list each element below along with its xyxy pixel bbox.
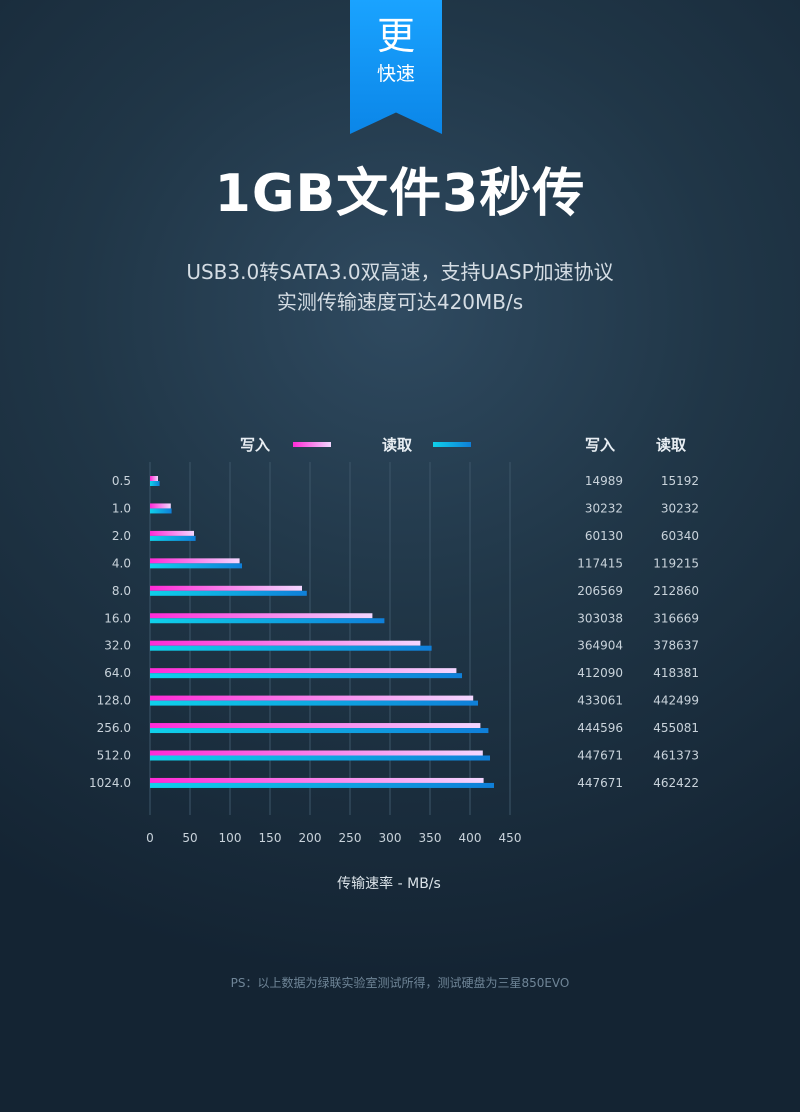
category-label: 0.5: [112, 474, 131, 488]
table-read-value: 60340: [661, 529, 699, 543]
bar-read: [150, 563, 242, 569]
table-write-value: 447671: [577, 776, 623, 790]
bar-read: [150, 673, 462, 679]
bar-read: [150, 590, 307, 596]
category-label: 128.0: [97, 694, 131, 708]
table-header-read: 读取: [656, 436, 687, 454]
category-label: 1.0: [112, 501, 131, 515]
bar-write: [150, 777, 484, 783]
bar-read: [150, 508, 172, 514]
subtitle-line-1: USB3.0转SATA3.0双高速，支持UASP加速协议: [186, 260, 614, 284]
legend-write-swatch: [293, 442, 331, 447]
table-read-value: 30232: [661, 501, 699, 515]
x-tick-label: 350: [419, 831, 442, 845]
bar-read: [150, 755, 490, 761]
bar-read: [150, 481, 160, 486]
bar-write: [150, 476, 158, 481]
table-write-value: 206569: [577, 584, 623, 598]
x-tick-label: 50: [182, 831, 197, 845]
bar-write: [150, 640, 421, 646]
table-read-value: 378637: [653, 639, 699, 653]
legend-read-swatch: [433, 442, 471, 447]
table-write-value: 30232: [585, 501, 623, 515]
legend-read-label: 读取: [382, 436, 413, 454]
x-tick-label: 300: [379, 831, 402, 845]
category-label: 1024.0: [89, 776, 131, 790]
category-label: 4.0: [112, 556, 131, 570]
bar-write: [150, 750, 483, 756]
bar-read: [150, 728, 489, 734]
table-header-write: 写入: [585, 436, 615, 454]
speed-chart-svg: 0 50 100 150 200 250 300 350 400 450 0.5 14989 15192…: [89, 436, 699, 892]
table-read-value: 418381: [653, 666, 699, 680]
ribbon-big-text: 更: [376, 14, 415, 58]
table-read-value: 462422: [653, 776, 699, 790]
x-tick-label: 200: [299, 831, 322, 845]
table-write-value: 14989: [585, 474, 623, 488]
table-write-value: 364904: [577, 639, 623, 653]
bar-write: [150, 613, 373, 619]
bar-write: [150, 585, 302, 591]
legend-write-label: 写入: [240, 436, 270, 454]
footnote: PS：以上数据为绿联实验室测试所得，测试硬盘为三星850EVO: [230, 976, 570, 990]
table-read-value: 442499: [653, 694, 699, 708]
bar-read: [150, 700, 478, 706]
table-read-value: 461373: [653, 749, 699, 763]
table-write-value: 447671: [577, 749, 623, 763]
table-read-value: 119215: [653, 556, 699, 570]
subtitle-line-2: 实测传输速度可达420MB/s: [276, 290, 524, 314]
x-tick-label: 100: [219, 831, 242, 845]
table-write-value: 117415: [577, 556, 623, 570]
bar-write: [150, 503, 171, 509]
table-read-value: 212860: [653, 584, 699, 598]
bar-read: [150, 618, 385, 624]
category-label: 32.0: [104, 639, 131, 653]
category-label: 16.0: [104, 611, 131, 625]
table-write-value: 303038: [577, 611, 623, 625]
category-label: 2.0: [112, 529, 131, 543]
bar-read: [150, 782, 494, 788]
speed-ribbon-badge: 更 快速: [350, 0, 442, 134]
table-read-value: 15192: [661, 474, 699, 488]
bar-write: [150, 558, 240, 564]
x-tick-label: 450: [499, 831, 522, 845]
bar-write: [150, 668, 457, 674]
x-axis-title: 传输速率 - MB/s: [337, 875, 441, 892]
ribbon-small-text: 快速: [376, 63, 415, 85]
x-tick-label: 0: [146, 831, 154, 845]
headline: 1GB文件3秒传: [214, 164, 586, 224]
bar-write: [150, 723, 481, 729]
table-write-value: 412090: [577, 666, 623, 680]
category-label: 64.0: [104, 666, 131, 680]
x-tick-label: 250: [339, 831, 362, 845]
speed-chart: 0 50 100 150 200 250 300 350 400 450 0.5 14989 15192…: [0, 420, 800, 904]
x-tick-label: 400: [459, 831, 482, 845]
bar-read: [150, 645, 432, 651]
table-read-value: 455081: [653, 721, 699, 735]
x-tick-label: 150: [259, 831, 282, 845]
table-write-value: 444596: [577, 721, 623, 735]
category-label: 256.0: [97, 721, 131, 735]
bar-write: [150, 695, 474, 701]
bar-write: [150, 530, 194, 536]
table-write-value: 433061: [577, 694, 623, 708]
table-read-value: 316669: [653, 611, 699, 625]
table-write-value: 60130: [585, 529, 623, 543]
bar-read: [150, 535, 196, 541]
category-label: 8.0: [112, 584, 131, 598]
category-label: 512.0: [97, 749, 131, 763]
